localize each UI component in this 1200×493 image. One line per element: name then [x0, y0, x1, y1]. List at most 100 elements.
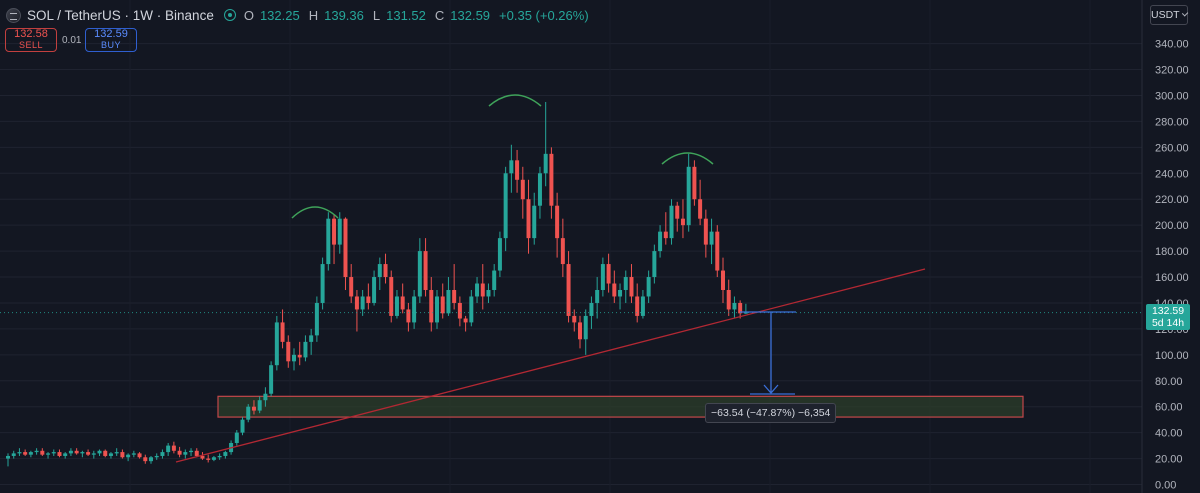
ohlc-close-value: 132.59	[450, 7, 491, 23]
candle-body	[480, 283, 485, 297]
candle-body	[566, 264, 571, 316]
candle-body	[74, 450, 79, 454]
last-price-tag: 132.59 5d 14h	[1146, 304, 1190, 330]
candle-body	[292, 354, 296, 362]
candle-body	[349, 277, 354, 297]
y-tick-label: 200.00	[1155, 220, 1189, 232]
candle-body	[578, 322, 582, 340]
candle-body	[171, 445, 176, 451]
candle-body	[492, 270, 497, 290]
candle-body	[120, 452, 125, 458]
sell-button[interactable]: 132.58 SELL	[5, 28, 57, 52]
candle-body	[692, 166, 697, 200]
measure-arrow-head	[763, 384, 779, 394]
target-zone-box	[217, 395, 1024, 418]
candle-body	[555, 205, 560, 239]
candle-body	[177, 450, 182, 455]
ohlc-close-key: C	[434, 7, 445, 23]
candle-body	[726, 289, 731, 310]
candle-body	[515, 160, 520, 180]
symbol-title[interactable]: SOL / TetherUS · 1W · Binance	[27, 7, 214, 23]
candle-body	[429, 289, 434, 323]
candle-body	[400, 296, 405, 310]
candle-body	[698, 199, 703, 219]
y-tick-label: 220.00	[1155, 194, 1189, 206]
candle-body	[23, 452, 28, 455]
pattern-arc	[291, 206, 339, 219]
y-tick-label: 60.00	[1155, 402, 1183, 414]
y-tick-label: 300.00	[1155, 90, 1189, 102]
candle-body	[297, 354, 302, 358]
candle-body	[103, 450, 108, 456]
candle-body	[154, 455, 159, 458]
candle-body	[57, 452, 62, 456]
ohlc-low-value: 131.52	[386, 7, 426, 23]
candle-body	[320, 264, 325, 303]
candle-body	[435, 296, 439, 323]
candle-body	[715, 231, 720, 271]
visibility-eye-icon[interactable]	[223, 9, 236, 21]
candle-body	[11, 453, 16, 456]
spread-value: 0.01	[62, 35, 82, 46]
candle-body	[286, 341, 291, 362]
candle-body	[40, 450, 45, 455]
candle-body	[595, 289, 600, 303]
candle-body	[412, 296, 417, 323]
pattern-arc	[661, 152, 714, 165]
currency-label: USDT	[1151, 9, 1180, 21]
candle-body	[680, 218, 685, 226]
candle-body	[469, 296, 474, 323]
candle-body	[394, 296, 399, 316]
y-tick-label: 320.00	[1155, 65, 1189, 77]
candle-body	[618, 289, 623, 297]
candle-body	[600, 264, 605, 290]
candle-body	[526, 199, 531, 239]
candle-body	[91, 453, 96, 455]
symbol-logo-icon	[6, 7, 21, 23]
candle-body	[160, 452, 165, 456]
candle-body	[240, 419, 245, 433]
candle-body	[417, 251, 422, 297]
candle-body	[606, 264, 611, 284]
candle-body	[520, 179, 525, 200]
candle-body	[137, 453, 142, 458]
candle-body	[126, 454, 131, 458]
ohlc-high-key: H	[308, 7, 319, 23]
y-tick-label: 160.00	[1155, 272, 1189, 284]
buy-price: 132.59	[94, 28, 128, 40]
ohlc-change: +0.35 (+0.26%)	[499, 7, 589, 23]
candle-body	[738, 302, 743, 314]
ohlc-low-key: L	[372, 7, 381, 23]
chevron-down-icon	[1181, 10, 1189, 17]
candle-body	[332, 218, 337, 245]
candle-body	[663, 231, 668, 239]
candle-body	[280, 322, 285, 342]
candle-body	[497, 238, 502, 271]
candle-body	[6, 455, 10, 459]
candle-body	[543, 153, 548, 174]
candle-body	[389, 277, 394, 316]
ohlc-high-value: 139.36	[324, 7, 364, 23]
candle-body	[629, 277, 634, 297]
currency-select[interactable]: USDT	[1150, 5, 1189, 25]
candle-body	[217, 455, 222, 458]
candle-body	[200, 455, 205, 459]
candle-body	[583, 315, 588, 340]
buy-button[interactable]: 132.59 BUY	[85, 28, 137, 52]
measure-label: −63.54 (−47.87%) −6,354	[705, 403, 837, 423]
candle-body	[509, 160, 514, 174]
candle-body	[28, 452, 33, 455]
candle-body	[189, 450, 194, 453]
trendline	[175, 268, 926, 463]
candle-body	[211, 457, 216, 460]
candle-body	[475, 283, 480, 297]
candle-body	[383, 264, 388, 278]
candle-body	[669, 205, 674, 239]
candle-body	[314, 302, 319, 336]
ohlc-open-value: 132.25	[259, 7, 300, 23]
candle-body	[108, 453, 113, 456]
candle-body	[452, 289, 457, 303]
